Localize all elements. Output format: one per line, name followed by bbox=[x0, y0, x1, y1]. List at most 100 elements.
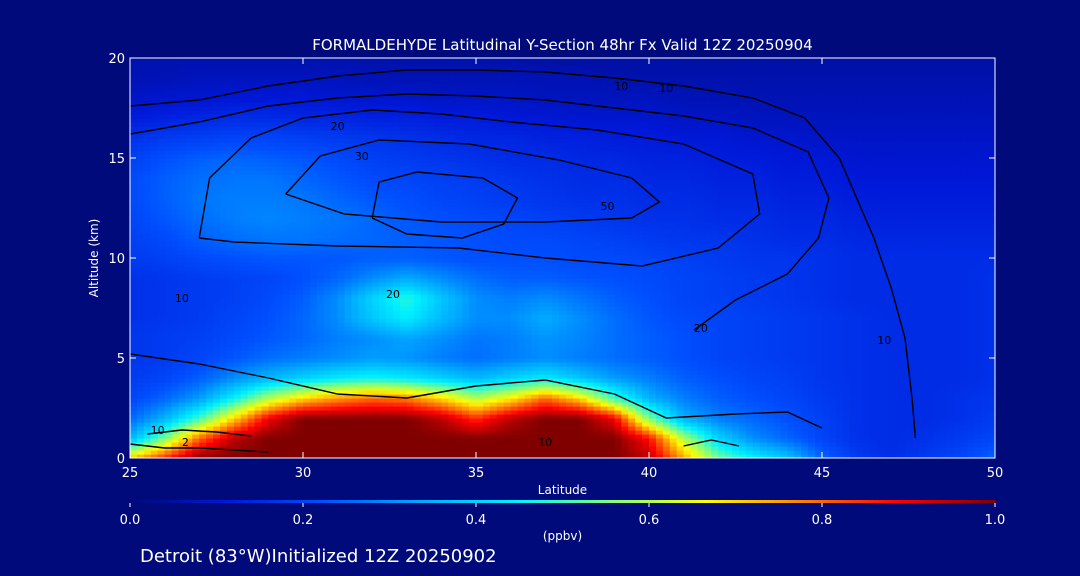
heatmap-cell bbox=[552, 422, 560, 427]
heatmap-cell bbox=[828, 366, 837, 371]
heatmap-cell bbox=[309, 454, 318, 458]
heatmap-cell bbox=[337, 326, 346, 331]
heatmap-cell bbox=[420, 418, 429, 423]
heatmap-cell bbox=[309, 318, 318, 323]
heatmap-cell bbox=[738, 326, 747, 331]
heatmap-cell bbox=[192, 310, 200, 315]
heatmap-cell bbox=[406, 402, 415, 407]
heatmap-cell bbox=[787, 322, 795, 327]
heatmap-cell bbox=[192, 418, 200, 423]
heatmap-cell bbox=[282, 378, 290, 383]
heatmap-cell bbox=[441, 390, 449, 395]
heatmap-cell bbox=[815, 362, 823, 367]
heatmap-cell bbox=[344, 342, 353, 347]
heatmap-cell bbox=[711, 454, 719, 458]
heatmap-cell bbox=[136, 362, 145, 367]
heatmap-cell bbox=[593, 358, 602, 363]
heatmap-cell bbox=[759, 358, 768, 363]
heatmap-cell bbox=[559, 386, 567, 391]
heatmap-cell bbox=[738, 402, 747, 407]
heatmap-cell bbox=[891, 322, 899, 327]
heatmap-cell bbox=[953, 310, 961, 315]
heatmap-cell bbox=[351, 430, 359, 435]
heatmap-cell bbox=[503, 446, 512, 451]
heatmap-cell bbox=[905, 406, 913, 411]
heatmap-cell bbox=[199, 342, 207, 347]
heatmap-cell bbox=[738, 350, 747, 355]
heatmap-cell bbox=[303, 354, 311, 359]
heatmap-cell bbox=[794, 362, 802, 367]
heatmap-cell bbox=[441, 358, 449, 363]
heatmap-cell bbox=[766, 402, 775, 407]
heatmap-cell bbox=[676, 322, 685, 327]
heatmap-cell bbox=[136, 346, 145, 351]
heatmap-cell bbox=[586, 334, 595, 339]
heatmap-cell bbox=[427, 374, 436, 379]
heatmap-cell bbox=[877, 310, 885, 315]
heatmap-cell bbox=[559, 450, 567, 455]
heatmap-cell bbox=[835, 338, 844, 343]
heatmap-cell bbox=[745, 306, 754, 311]
heatmap-cell bbox=[358, 374, 366, 379]
heatmap-cell bbox=[323, 310, 332, 315]
heatmap-cell bbox=[517, 342, 526, 347]
heatmap-cell bbox=[323, 318, 332, 323]
heatmap-cell bbox=[808, 414, 816, 419]
heatmap-cell bbox=[337, 398, 346, 403]
heatmap-cell bbox=[780, 406, 788, 411]
heatmap-cell bbox=[143, 426, 152, 431]
heatmap-cell bbox=[531, 418, 539, 423]
heatmap-cell bbox=[406, 426, 415, 431]
heatmap-cell bbox=[337, 446, 346, 451]
heatmap-cell bbox=[918, 362, 927, 367]
heatmap-cell bbox=[185, 394, 193, 399]
heatmap-cell bbox=[185, 374, 193, 379]
heatmap-cell bbox=[905, 430, 913, 435]
heatmap-cell bbox=[849, 334, 858, 339]
heatmap-cell bbox=[213, 422, 221, 427]
heatmap-cell bbox=[351, 446, 359, 451]
heatmap-cell bbox=[565, 386, 574, 391]
heatmap-cell bbox=[130, 406, 138, 411]
heatmap-cell bbox=[434, 326, 442, 331]
heatmap-cell bbox=[510, 338, 519, 343]
heatmap-cell bbox=[891, 378, 899, 383]
heatmap-cell bbox=[178, 318, 186, 323]
heatmap-cell bbox=[413, 390, 422, 395]
heatmap-cell bbox=[476, 418, 484, 423]
heatmap-cell bbox=[697, 378, 705, 383]
heatmap-cell bbox=[448, 382, 456, 387]
heatmap-cell bbox=[323, 338, 332, 343]
heatmap-cell bbox=[863, 434, 872, 439]
heatmap-cell bbox=[725, 314, 733, 319]
heatmap-cell bbox=[496, 422, 505, 427]
heatmap-cell bbox=[247, 358, 256, 363]
heatmap-cell bbox=[787, 386, 795, 391]
heatmap-cell bbox=[275, 390, 283, 395]
heatmap-cell bbox=[531, 326, 539, 331]
heatmap-cell bbox=[469, 378, 477, 383]
heatmap-cell bbox=[372, 442, 380, 447]
heatmap-cell bbox=[939, 438, 948, 443]
heatmap-cell bbox=[939, 374, 948, 379]
heatmap-cell bbox=[358, 390, 366, 395]
heatmap-cell bbox=[572, 310, 581, 315]
heatmap-cell bbox=[427, 318, 436, 323]
heatmap-cell bbox=[683, 410, 692, 415]
heatmap-cell bbox=[178, 398, 186, 403]
heatmap-cell bbox=[441, 454, 449, 458]
heatmap-cell bbox=[482, 350, 491, 355]
heatmap-cell bbox=[171, 318, 180, 323]
heatmap-cell bbox=[690, 318, 699, 323]
heatmap-cell bbox=[614, 298, 622, 303]
heatmap-cell bbox=[704, 434, 712, 439]
heatmap-cell bbox=[911, 366, 920, 371]
heatmap-cell bbox=[462, 302, 470, 307]
heatmap-cell bbox=[738, 298, 747, 303]
heatmap-cell bbox=[448, 330, 456, 335]
heatmap-cell bbox=[365, 306, 373, 311]
heatmap-cell bbox=[905, 402, 913, 407]
heatmap-cell bbox=[607, 414, 615, 419]
heatmap-cell bbox=[296, 322, 304, 327]
heatmap-cell bbox=[482, 442, 491, 447]
